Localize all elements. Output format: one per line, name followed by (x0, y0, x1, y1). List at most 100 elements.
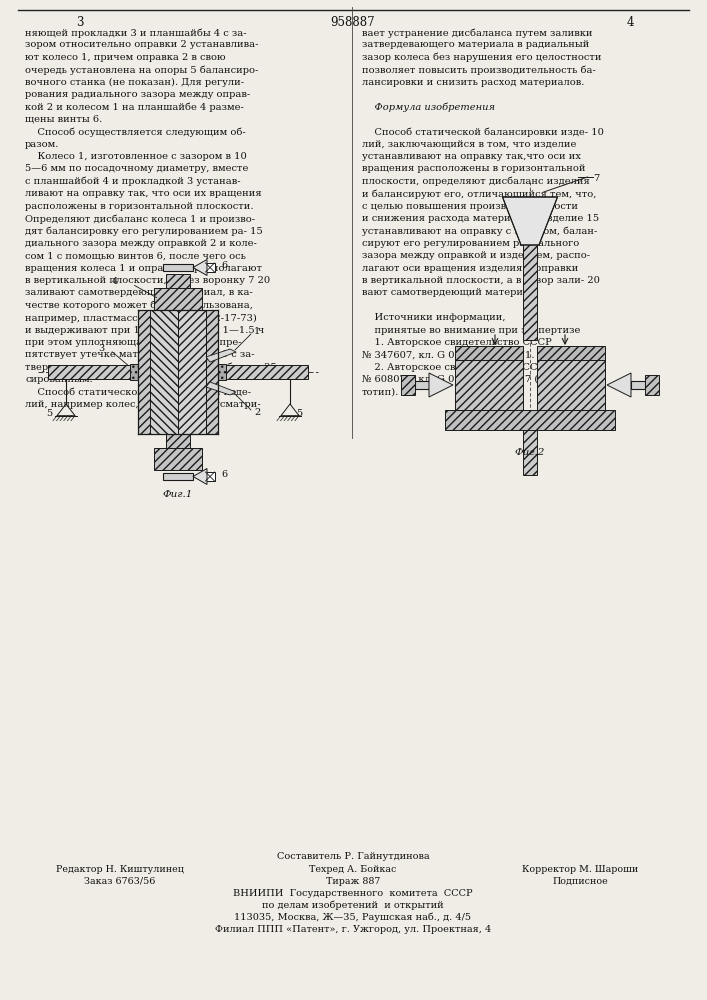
Text: Редактор Н. Киштулинец: Редактор Н. Киштулинец (56, 865, 184, 874)
Polygon shape (193, 259, 207, 275)
Text: затвердевающего материала в радиальный: затвердевающего материала в радиальный (362, 40, 590, 49)
Text: № 608070, кл. G 01 M 1/12, 1977 (про-: № 608070, кл. G 01 M 1/12, 1977 (про- (362, 375, 561, 384)
Text: рования радиального зазора между оправ-: рования радиального зазора между оправ- (25, 90, 250, 99)
Text: 4: 4 (626, 16, 633, 29)
Text: в вертикальной плоскости, а в зазор зали- 20: в вертикальной плоскости, а в зазор зали… (362, 276, 600, 285)
Text: пятствует утечке материала. Колесо 1 с за-: пятствует утечке материала. Колесо 1 с з… (25, 350, 255, 359)
Bar (401, 375, 415, 395)
Text: вают самотвердеющий материал.: вают самотвердеющий материал. (362, 288, 538, 297)
Text: зазора между оправкой и изделием, распо-: зазора между оправкой и изделием, распо- (362, 251, 590, 260)
Bar (150, 310, 178, 434)
Text: 1: 1 (254, 327, 260, 336)
Polygon shape (607, 373, 631, 397)
Text: 6: 6 (221, 470, 227, 479)
Text: вает устранение дисбаланса путем заливки: вает устранение дисбаланса путем заливки (362, 28, 592, 37)
Text: Способ статической балансировки изде- 10: Способ статической балансировки изде- 10 (362, 127, 604, 137)
Text: Формула изобретения: Формула изобретения (362, 102, 495, 112)
Text: тотип).: тотип). (362, 388, 399, 397)
Bar (130, 364, 138, 380)
Text: Заказ 6763/56: Заказ 6763/56 (84, 877, 156, 886)
Text: Фиг.2: Фиг.2 (515, 448, 545, 457)
Text: Способ осуществляется следующим об-: Способ осуществляется следующим об- (25, 127, 246, 137)
Text: Подписное: Подписное (552, 877, 608, 886)
Text: и балансируют его, отличающийся тем, что,: и балансируют его, отличающийся тем, что… (362, 189, 597, 199)
Bar (206, 472, 214, 481)
Text: сированным.: сированным. (25, 375, 93, 384)
Text: Колесо 1, изготовленное с зазором в 10: Колесо 1, изготовленное с зазором в 10 (25, 152, 247, 161)
Bar (154, 288, 202, 310)
Text: зором относительно оправки 2 устанавлива-: зором относительно оправки 2 устанавлива… (25, 40, 259, 49)
Text: щены винты 6.: щены винты 6. (25, 115, 103, 124)
Text: лансировки и снизить расход материалов.: лансировки и снизить расход материалов. (362, 78, 585, 87)
Bar (163, 473, 193, 480)
Text: вочного станка (не показан). Для регули-: вочного станка (не показан). Для регули- (25, 78, 244, 87)
Text: позволяет повысить производительность ба-: позволяет повысить производительность ба… (362, 65, 596, 75)
Text: заливают самотвердеющий материал, в ка-: заливают самотвердеющий материал, в ка- (25, 288, 253, 297)
Text: Корректор М. Шароши: Корректор М. Шароши (522, 865, 638, 874)
Text: лий, заключающийся в том, что изделие: лий, заключающийся в том, что изделие (362, 140, 576, 149)
Text: ют колесо 1, причем оправка 2 в свою: ют колесо 1, причем оправка 2 в свою (25, 53, 226, 62)
Bar (206, 263, 214, 272)
Bar (455, 346, 523, 360)
Text: Техред А. Бойкас: Техред А. Бойкас (310, 865, 397, 874)
Text: вращения колеса 1 и оправки 2 располагают: вращения колеса 1 и оправки 2 располагаю… (25, 264, 262, 273)
Bar (138, 310, 150, 434)
Polygon shape (429, 373, 453, 397)
Text: 5: 5 (46, 409, 52, 418)
Text: Определяют дисбаланс колеса 1 и произво-: Определяют дисбаланс колеса 1 и произво- (25, 214, 255, 224)
Text: дят балансировку его регулированием ра- 15: дят балансировку его регулированием ра- … (25, 226, 263, 236)
Polygon shape (206, 382, 236, 395)
Text: расположены в горизонтальной плоскости.: расположены в горизонтальной плоскости. (25, 202, 254, 211)
Text: лий, например колес, который предусматри-: лий, например колес, который предусматри… (25, 400, 261, 409)
Bar (166, 434, 190, 448)
Text: принятые во внимание при экспертизе: принятые во внимание при экспертизе (362, 326, 580, 335)
Text: вращения расположены в горизонтальной: вращения расположены в горизонтальной (362, 164, 585, 173)
Bar (415, 381, 429, 389)
Bar (455, 360, 523, 410)
Bar (523, 420, 537, 475)
Polygon shape (503, 197, 558, 245)
Text: кой 2 и колесом 1 на планшайбе 4 разме-: кой 2 и колесом 1 на планшайбе 4 разме- (25, 102, 244, 112)
Bar (537, 360, 605, 410)
Bar (631, 381, 645, 389)
Text: 2: 2 (254, 408, 260, 417)
Text: очередь установлена на опоры 5 балансиро-: очередь установлена на опоры 5 балансиро… (25, 65, 258, 75)
Text: по делам изобретений  и открытий: по делам изобретений и открытий (262, 901, 444, 910)
Text: зазор колеса без нарушения его целостности: зазор колеса без нарушения его целостнос… (362, 53, 602, 62)
Bar (154, 448, 202, 470)
Text: ВНИИПИ  Государственного  комитета  СССР: ВНИИПИ Государственного комитета СССР (233, 889, 473, 898)
Bar (445, 410, 615, 430)
Bar (218, 364, 226, 380)
Bar (178, 310, 206, 434)
Bar (645, 375, 659, 395)
Text: Тираж 887: Тираж 887 (326, 877, 380, 886)
Text: разом.: разом. (25, 140, 59, 149)
Text: сом 1 с помощью винтов 6, после чего ось: сом 1 с помощью винтов 6, после чего ось (25, 251, 246, 260)
Text: с планшайбой 4 и прокладкой 3 устанав-: с планшайбой 4 и прокладкой 3 устанав- (25, 177, 240, 186)
Text: № 347607, кл. G 01 M 1/12, 1971.: № 347607, кл. G 01 M 1/12, 1971. (362, 350, 534, 359)
Text: с целью повышения производительности: с целью повышения производительности (362, 202, 578, 211)
Text: 4: 4 (112, 277, 118, 286)
Text: сируют его регулированием радиального: сируют его регулированием радиального (362, 239, 579, 248)
Bar (523, 240, 537, 340)
Text: и выдерживают при 120°С в течение 1—1.5 ч: и выдерживают при 120°С в течение 1—1.5 … (25, 326, 264, 335)
Bar (206, 310, 218, 434)
Polygon shape (193, 468, 207, 485)
Polygon shape (206, 349, 236, 362)
Text: Филиал ППП «Патент», г. Ужгород, ул. Проектная, 4: Филиал ППП «Патент», г. Ужгород, ул. Про… (215, 925, 491, 934)
Text: например, пластмасса АСТ-Т (ТУба-2-17-73): например, пластмасса АСТ-Т (ТУба-2-17-73… (25, 313, 257, 323)
Text: Источники информации,: Источники информации, (362, 313, 506, 322)
Bar (537, 346, 605, 360)
Text: 3: 3 (76, 16, 83, 29)
Text: и снижения расхода материалов, изделие 15: и снижения расхода материалов, изделие 1… (362, 214, 599, 223)
Text: 5—6 мм по посадочному диаметру, вместе: 5—6 мм по посадочному диаметру, вместе (25, 164, 248, 173)
Text: твердевшим материалом считается отбалан- 25: твердевшим материалом считается отбалан-… (25, 363, 276, 372)
Text: 958887: 958887 (331, 16, 375, 29)
Text: няющей прокладки 3 и планшайбы 4 с за-: няющей прокладки 3 и планшайбы 4 с за- (25, 28, 247, 37)
Text: 6: 6 (221, 261, 227, 270)
Text: устанавливают на оправку так,что оси их: устанавливают на оправку так,что оси их (362, 152, 581, 161)
Bar (48, 365, 308, 379)
Text: диального зазора между оправкой 2 и коле-: диального зазора между оправкой 2 и коле… (25, 239, 257, 248)
Text: при этом уплотняющая прокладка 3 пре-: при этом уплотняющая прокладка 3 пре- (25, 338, 242, 347)
Text: 5: 5 (296, 409, 302, 418)
